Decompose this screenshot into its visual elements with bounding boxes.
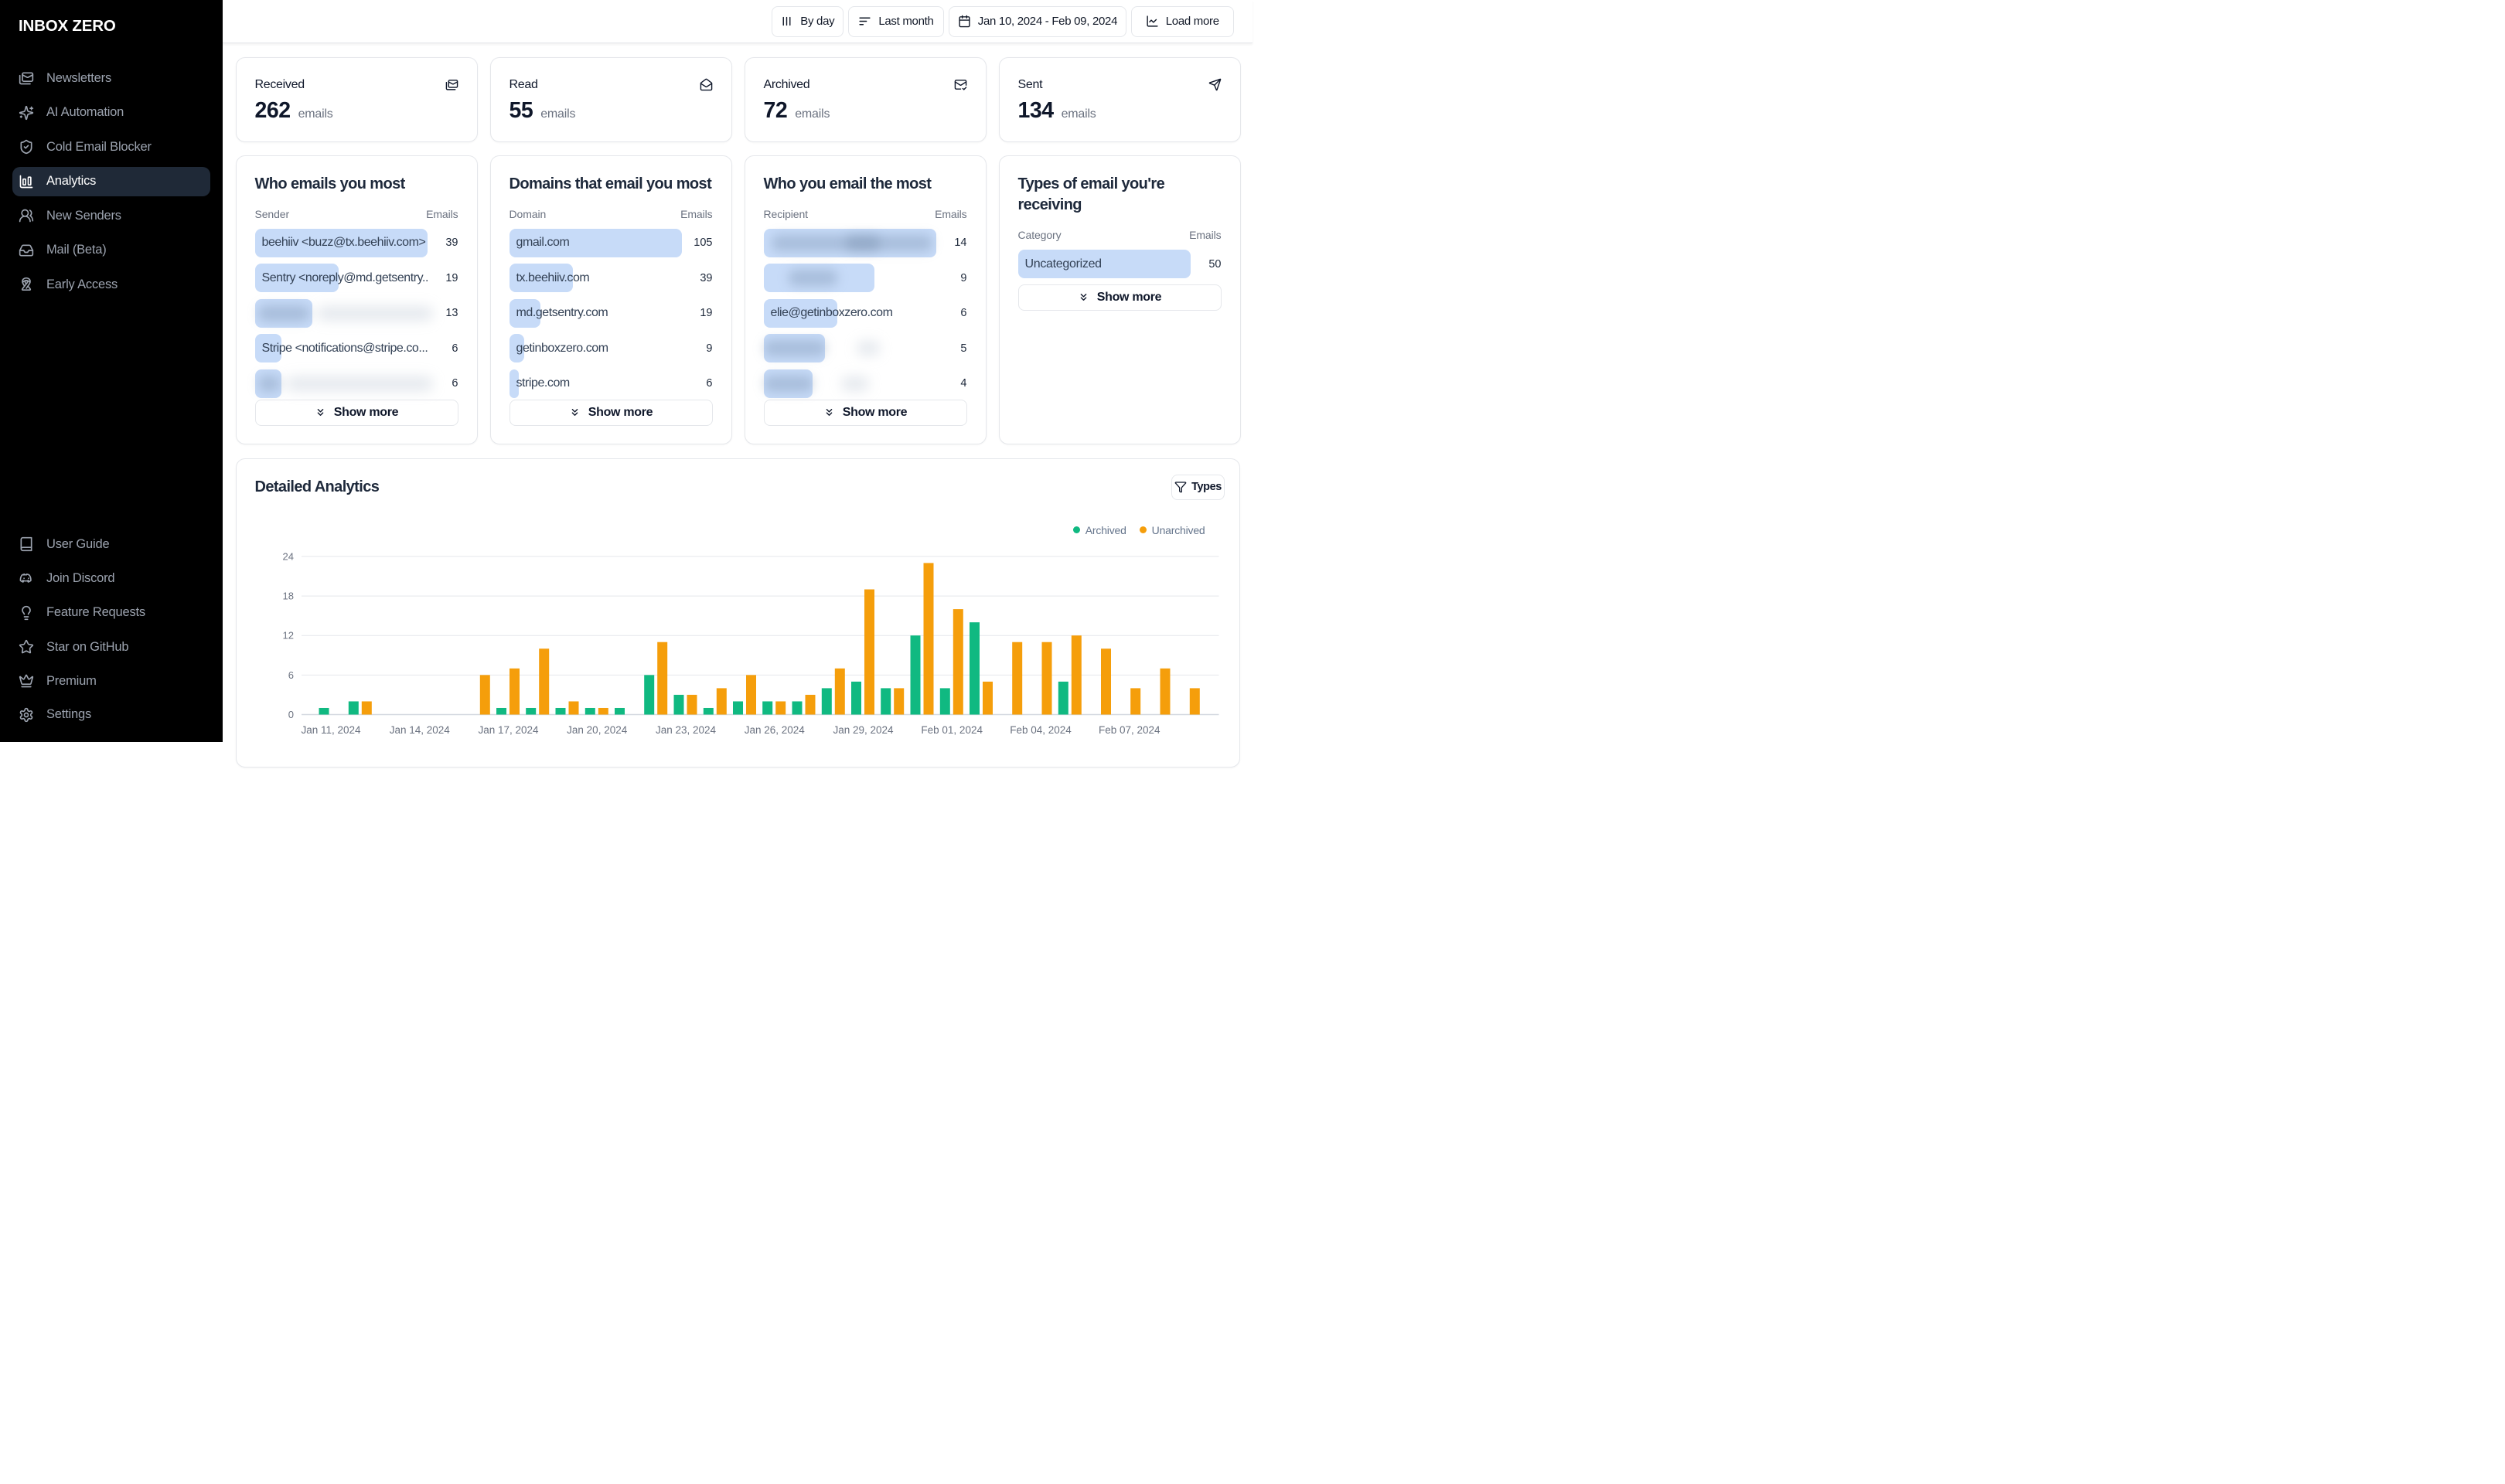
svg-text:18: 18 [282, 590, 293, 601]
svg-text:Jan 29, 2024: Jan 29, 2024 [833, 724, 894, 736]
svg-text:0: 0 [288, 709, 293, 720]
svg-text:Jan 17, 2024: Jan 17, 2024 [478, 724, 539, 736]
svg-text:6: 6 [288, 669, 293, 680]
svg-text:Jan 20, 2024: Jan 20, 2024 [567, 724, 628, 736]
svg-text:Feb 04, 2024: Feb 04, 2024 [1010, 724, 1072, 736]
svg-text:Feb 01, 2024: Feb 01, 2024 [921, 724, 983, 736]
svg-text:Jan 23, 2024: Jan 23, 2024 [655, 724, 716, 736]
svg-text:Jan 14, 2024: Jan 14, 2024 [389, 724, 450, 736]
svg-text:24: 24 [282, 550, 293, 562]
svg-text:Feb 07, 2024: Feb 07, 2024 [1099, 724, 1160, 736]
svg-text:Jan 11, 2024: Jan 11, 2024 [301, 724, 361, 736]
svg-text:Jan 26, 2024: Jan 26, 2024 [744, 724, 805, 736]
svg-text:12: 12 [282, 629, 293, 641]
